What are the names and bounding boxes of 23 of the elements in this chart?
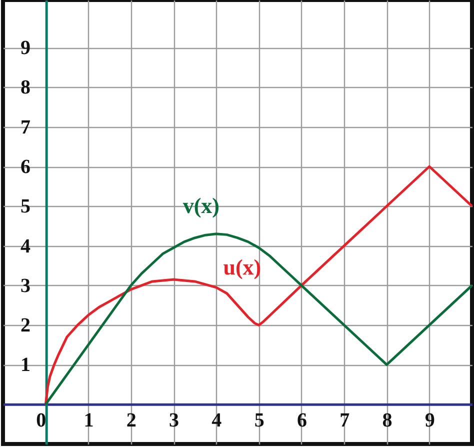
y-tick-label: 3 xyxy=(20,274,30,297)
y-tick-label: 9 xyxy=(20,37,30,60)
y-tick-label: 4 xyxy=(20,235,30,258)
y-tick-label: 7 xyxy=(20,116,30,138)
y-tick-label: 1 xyxy=(20,354,30,376)
x-tick-label: 1 xyxy=(84,410,94,432)
y-tick-label: 2 xyxy=(20,314,30,337)
x-tick-label: 9 xyxy=(424,410,435,432)
y-tick-label: 8 xyxy=(20,76,30,99)
line-series xyxy=(44,232,474,406)
y-tick-label: 5 xyxy=(20,196,30,218)
x-tick-label: 7 xyxy=(340,410,350,432)
x-tick-label: 8 xyxy=(382,410,392,432)
x-tick-label: 6 xyxy=(296,410,307,432)
x-tick-label: 2 xyxy=(126,410,136,432)
line-series xyxy=(44,165,474,406)
series-label: u(x) xyxy=(223,254,262,280)
x-tick-label: 5 xyxy=(254,410,264,432)
x-tick-label: 3 xyxy=(169,410,180,432)
series-label: v(x) xyxy=(182,192,220,218)
y-tick-label: 6 xyxy=(20,156,30,178)
x-tick-label: 0 xyxy=(36,410,46,432)
x-tick-label: 4 xyxy=(212,410,222,432)
